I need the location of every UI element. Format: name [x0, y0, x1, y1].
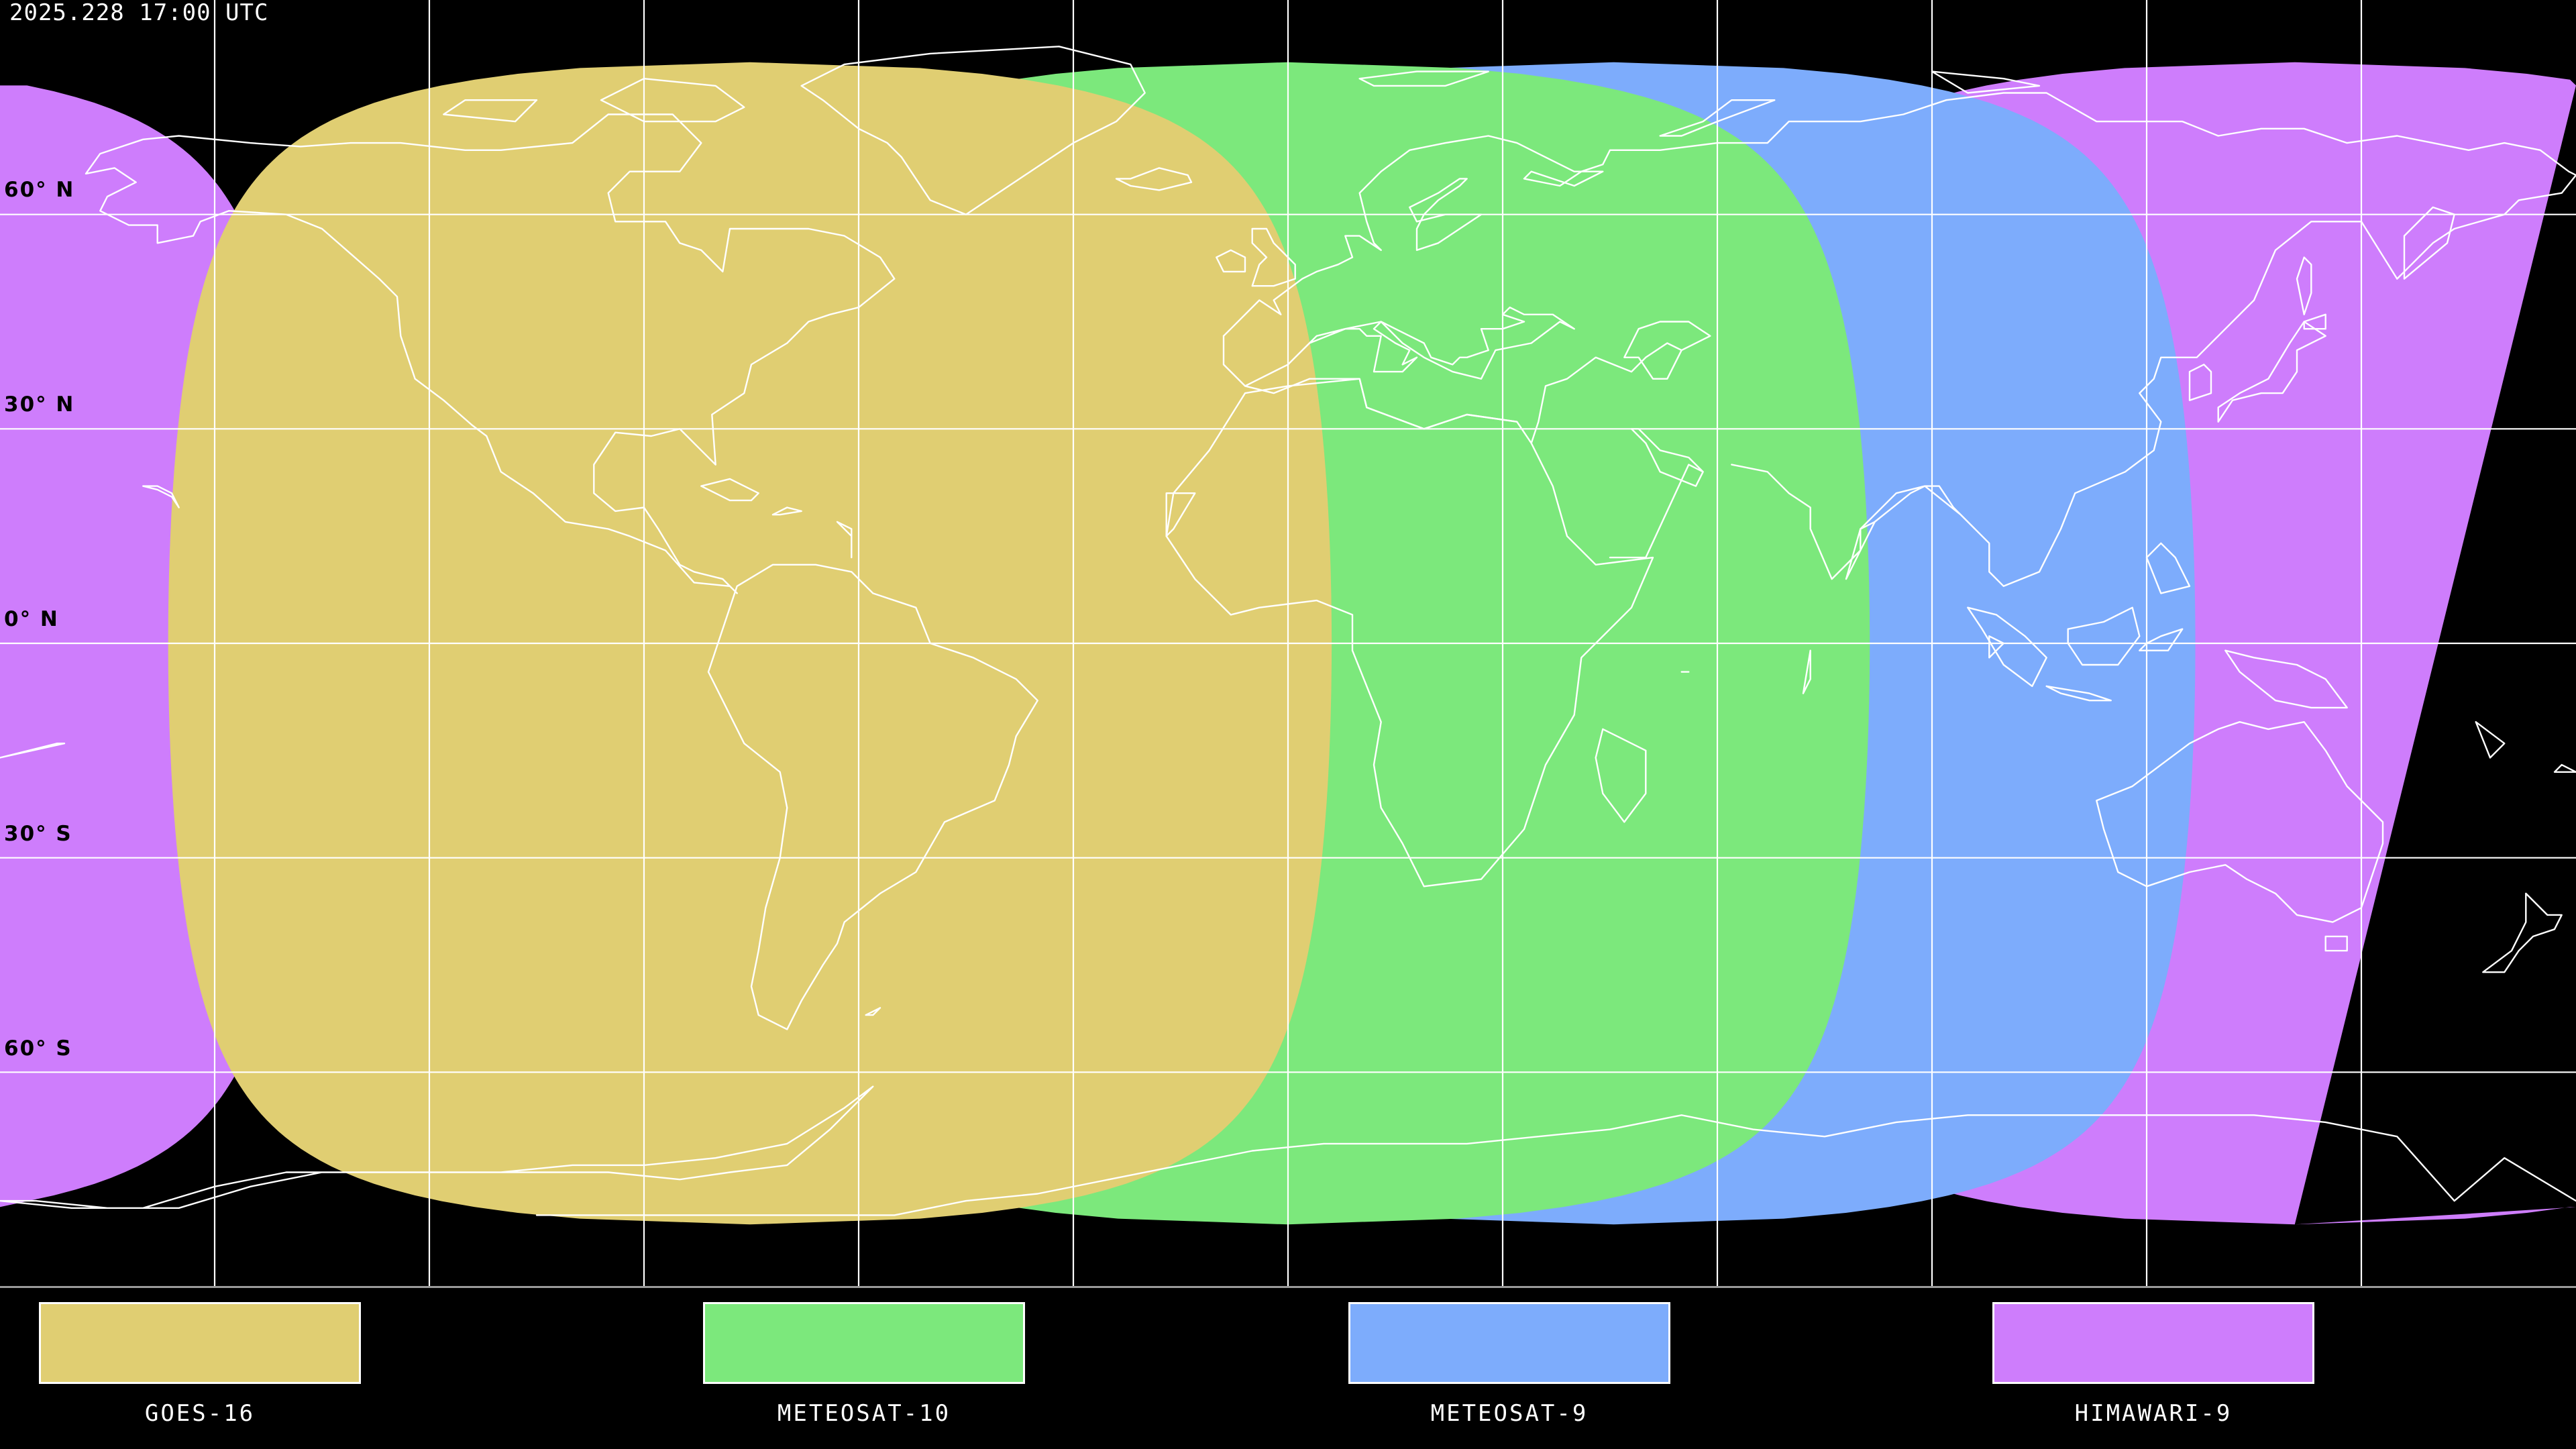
coastline-path	[800, 46, 1146, 215]
coastline-path	[1251, 227, 1296, 287]
coastline-path	[1222, 92, 2576, 337]
lat-label-30s: 30° S	[4, 822, 72, 846]
coastline-path	[1988, 635, 2004, 659]
coastline-path	[1530, 321, 1711, 444]
legend-swatch-himawari-9	[1992, 1302, 2314, 1384]
coastline-path	[2045, 685, 2112, 702]
legend-label-himawari-9: HIMAWARI-9	[2074, 1400, 2233, 1427]
coastline-path	[1595, 728, 1647, 823]
coastline-path	[1731, 464, 1876, 580]
coastline-path	[1659, 99, 1776, 137]
legend-item-meteosat-9[interactable]: METEOSAT-9	[1348, 1302, 1670, 1427]
legend-label-meteosat-9: METEOSAT-9	[1430, 1400, 1589, 1427]
legend-item-goes-16[interactable]: GOES-16	[39, 1302, 361, 1427]
coastline-path	[2296, 256, 2312, 315]
coastline-path	[1967, 606, 2047, 688]
coastline-path	[2475, 721, 2506, 759]
coastline-path	[2224, 649, 2348, 709]
map-panel[interactable]: 60° N 30° N 0° N 30° S 60° S	[0, 0, 2576, 1288]
coastline-path	[1115, 167, 1193, 191]
legend-swatch-goes-16	[39, 1302, 361, 1384]
coastline-path	[1609, 428, 1704, 559]
coastline-path	[2139, 628, 2184, 651]
legend-label-meteosat-10: METEOSAT-10	[777, 1400, 951, 1427]
coastline-path	[865, 1007, 881, 1016]
coastline-path	[2188, 364, 2212, 401]
coastline-path	[1222, 307, 1575, 387]
graticule-outside	[0, 0, 2576, 1286]
coastline-path	[1244, 378, 1518, 430]
legend-swatch-meteosat-9	[1348, 1302, 1670, 1384]
lat-label-0n: 0° N	[4, 607, 59, 631]
legend-label-goes-16: GOES-16	[144, 1400, 256, 1427]
coastline-path	[2324, 935, 2348, 952]
coastline-path	[1409, 178, 1483, 252]
coastline-path	[2303, 313, 2326, 330]
coastline-path	[2482, 892, 2563, 973]
lat-label-60n: 60° N	[4, 178, 75, 202]
legend-swatch-meteosat-10	[703, 1302, 1025, 1384]
coastline-path	[535, 1114, 2576, 1216]
coastline-path	[1931, 70, 2041, 94]
lat-label-60s: 60° S	[4, 1036, 72, 1061]
coastline-path	[2217, 321, 2326, 423]
coastline-path	[836, 521, 853, 559]
world-map-svg[interactable]	[0, 0, 2576, 1287]
coastline-path	[700, 478, 759, 502]
legend: GOES-16 METEOSAT-10 METEOSAT-9 HIMAWARI-…	[0, 1289, 2576, 1449]
coastline-path	[2096, 721, 2384, 923]
coastline-path	[1165, 492, 1196, 537]
coastline-path	[142, 485, 180, 508]
coastline-path	[85, 113, 896, 594]
legend-item-meteosat-10[interactable]: METEOSAT-10	[703, 1302, 1025, 1427]
coastline-path	[1358, 70, 1489, 87]
coastline-path	[2145, 542, 2191, 594]
coastline-path	[443, 99, 538, 123]
legend-item-himawari-9[interactable]: HIMAWARI-9	[1992, 1302, 2314, 1427]
coverage-himawari-9	[2294, 1207, 2576, 1225]
coastline-path	[1802, 649, 1811, 694]
coastline-path	[2067, 606, 2141, 666]
coastline-path	[1216, 249, 1246, 273]
coastline-path	[2553, 763, 2576, 773]
coastline-path	[2403, 206, 2455, 280]
coastline-path	[1845, 174, 2576, 587]
coastline-path	[771, 506, 802, 516]
timestamp-label: 2025.228 17:00 UTC	[9, 0, 269, 26]
lat-label-30n: 30° N	[4, 392, 75, 417]
coastline-path	[0, 743, 66, 759]
